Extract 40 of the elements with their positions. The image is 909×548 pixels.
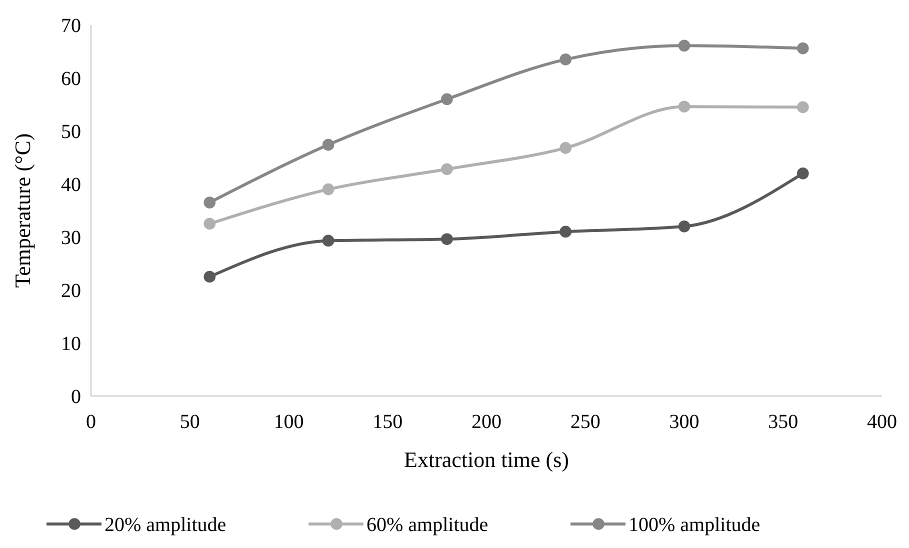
y-axis-title: Temperature (°C) [10,133,35,288]
point [204,270,216,283]
point [796,101,809,114]
x-tick-label: 250 [570,411,600,433]
point [796,42,809,54]
point [560,226,572,238]
x-tick-label: 150 [372,411,403,433]
x-tick-label: 350 [768,411,798,433]
y-tick-label: 40 [61,174,81,196]
point [204,218,216,230]
x-tick-label: 300 [669,411,700,433]
point [441,93,453,106]
y-tick-label: 10 [61,333,81,355]
legend-label: 20% amplitude [104,514,226,536]
point [441,163,453,176]
x-tick-label: 400 [867,411,897,433]
x-tick-label: 100 [274,411,304,433]
point [678,40,690,52]
point [441,233,453,246]
y-tick-label: 70 [61,15,81,37]
x-tick-label: 200 [472,411,502,433]
legend-label: 60% amplitude [366,514,488,536]
x-axis-title: Extraction time (s) [404,447,569,472]
y-tick-label: 30 [61,227,81,249]
y-tick-label: 60 [61,68,81,90]
point [678,220,690,232]
point [204,196,216,208]
point [560,54,572,66]
y-tick-label: 0 [71,386,81,408]
legend-label: 100% amplitude [628,514,760,536]
point [796,167,809,180]
y-tick-label: 50 [61,121,81,143]
point [322,138,334,151]
point [322,183,334,196]
point [560,142,572,154]
y-tick-label: 20 [61,280,81,302]
point [678,100,690,113]
x-tick-label: 50 [180,411,200,433]
x-tick-label: 0 [86,411,96,433]
point [322,234,334,247]
